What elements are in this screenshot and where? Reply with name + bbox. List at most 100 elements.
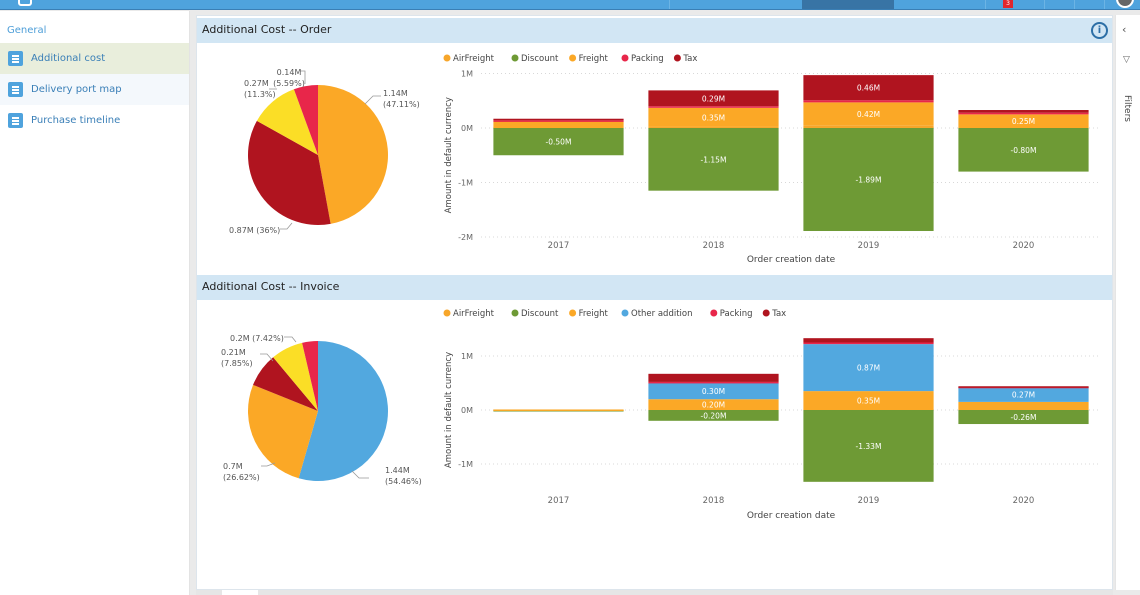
app-logo-icon[interactable]	[18, 0, 32, 6]
bar-segment[interactable]	[493, 120, 624, 122]
chevron-left-icon[interactable]: ‹	[1122, 23, 1127, 36]
bar-segment[interactable]	[803, 128, 934, 232]
sidebar-item-delivery-port-map[interactable]: Delivery port map	[0, 74, 189, 105]
bar-data-label: 0.25M	[1012, 117, 1035, 126]
bar-segment[interactable]	[493, 409, 624, 411]
bar-segment[interactable]	[958, 410, 1089, 425]
legend-label[interactable]: Freight	[579, 309, 609, 319]
pie-slice[interactable]	[302, 341, 318, 411]
legend-label[interactable]: Packing	[631, 54, 664, 64]
pie-slice[interactable]	[248, 120, 331, 226]
topbar-divider	[669, 0, 670, 9]
pie-slice[interactable]	[273, 342, 318, 411]
bar-segment[interactable]	[493, 118, 624, 121]
topbar-divider	[985, 0, 986, 9]
bar-data-label: -1.15M	[701, 155, 727, 164]
bar-segment[interactable]	[803, 75, 934, 101]
bar-segment[interactable]	[958, 112, 1089, 115]
report-canvas: Additional Cost -- Order i Additional Co…	[196, 15, 1113, 590]
x-tick-label: 2018	[703, 241, 725, 251]
legend-label[interactable]: Freight	[579, 54, 609, 64]
bar-segment[interactable]	[803, 410, 934, 482]
pie-data-label: (47.11%)	[383, 100, 420, 109]
y-tick-label: 0M	[461, 124, 473, 133]
bar-segment[interactable]	[648, 107, 779, 127]
charts-canvas: 1.14M (47.11%) 0.87M (36%) 0.27M (11.3%) 0.14…	[221, 54, 1101, 521]
sidebar-item-label: Purchase timeline	[31, 115, 121, 126]
user-avatar[interactable]	[1116, 0, 1134, 8]
bar-segment[interactable]	[958, 128, 1089, 172]
pie-slice[interactable]	[247, 384, 318, 479]
pie-slice[interactable]	[293, 85, 318, 155]
bar-segment[interactable]	[803, 100, 934, 103]
bar-segment[interactable]	[958, 401, 1089, 410]
legend-label[interactable]: Packing	[720, 309, 753, 319]
panel-title: Additional Cost -- Invoice	[202, 280, 340, 293]
bar-segment[interactable]	[958, 386, 1089, 388]
notification-badge[interactable]: 3	[1003, 0, 1013, 8]
y-tick-label: 1M	[461, 352, 473, 361]
legend-label[interactable]: Tax	[682, 54, 697, 64]
topbar-divider	[1104, 0, 1105, 9]
bar-data-label: -1.89M	[856, 176, 882, 185]
filters-pane[interactable]: ‹ ▽ Filters	[1115, 15, 1140, 590]
x-tick-label: 2017	[548, 496, 570, 506]
pie-data-label: 1.14M	[383, 89, 408, 98]
pie-data-label: 0.87M (36%)	[229, 226, 280, 235]
legend-label[interactable]: Tax	[771, 309, 786, 319]
y-axis-title: Amount in default currency	[444, 97, 454, 213]
bar-segment[interactable]	[803, 342, 934, 345]
bar-segment[interactable]	[803, 391, 934, 410]
bar-data-label: 0.29M	[702, 94, 725, 103]
pie-leader-line	[284, 336, 297, 343]
bar-data-label: -1.33M	[856, 442, 882, 451]
bar-segment[interactable]	[648, 383, 779, 400]
filters-label[interactable]: Filters	[1122, 95, 1132, 122]
legend-marker	[569, 309, 577, 317]
bar-segment[interactable]	[648, 381, 779, 384]
legend-label[interactable]: Discount	[521, 54, 559, 64]
bar-segment[interactable]	[803, 338, 934, 343]
legend-marker	[443, 54, 451, 62]
info-icon[interactable]: i	[1091, 22, 1108, 39]
bar-segment[interactable]	[648, 128, 779, 191]
bar-data-label: 0.46M	[857, 84, 880, 93]
bar-segment[interactable]	[803, 344, 934, 392]
y-tick-label: 0M	[461, 406, 473, 415]
pie-leader-line	[261, 462, 276, 467]
y-tick-label: 1M	[461, 70, 473, 79]
bar-segment[interactable]	[648, 410, 779, 421]
bar-segment[interactable]	[493, 121, 624, 128]
pie-slice[interactable]	[256, 89, 318, 155]
pie-data-label: (5.59%)	[273, 79, 305, 88]
bar-data-label: -0.20M	[701, 411, 727, 420]
bar-segment[interactable]	[648, 126, 779, 129]
sidebar-item-label: Additional cost	[31, 53, 106, 64]
legend-label[interactable]: Other addition	[631, 309, 692, 319]
pie-data-label: (7.85%)	[221, 359, 253, 368]
legend-label[interactable]: AirFreight	[453, 309, 495, 319]
pie-slice[interactable]	[253, 357, 318, 411]
pie-slice[interactable]	[318, 85, 388, 224]
legend-label[interactable]: Discount	[521, 309, 559, 319]
bar-segment[interactable]	[803, 102, 934, 126]
bar-segment[interactable]	[648, 90, 779, 107]
legend-label[interactable]: AirFreight	[453, 54, 495, 64]
bar-segment[interactable]	[958, 114, 1089, 128]
pie-slice[interactable]	[298, 341, 388, 481]
bar-segment[interactable]	[493, 128, 624, 156]
topbar-active-tab[interactable]	[802, 0, 894, 9]
bar-segment[interactable]	[958, 387, 1089, 402]
panel-header-invoice: Additional Cost -- Invoice	[197, 275, 1112, 300]
bar-segment[interactable]	[648, 399, 779, 410]
bar-segment[interactable]	[648, 373, 779, 382]
bar-segment[interactable]	[958, 110, 1089, 113]
legend-marker	[443, 309, 451, 317]
page-tab[interactable]	[222, 590, 258, 595]
legend-marker	[621, 309, 629, 317]
bar-data-label: -0.26M	[1011, 413, 1037, 422]
bar-segment[interactable]	[648, 106, 779, 108]
sidebar-item-additional-cost[interactable]: Additional cost	[0, 43, 189, 74]
sidebar-item-purchase-timeline[interactable]: Purchase timeline	[0, 105, 189, 136]
bar-segment[interactable]	[803, 125, 934, 128]
